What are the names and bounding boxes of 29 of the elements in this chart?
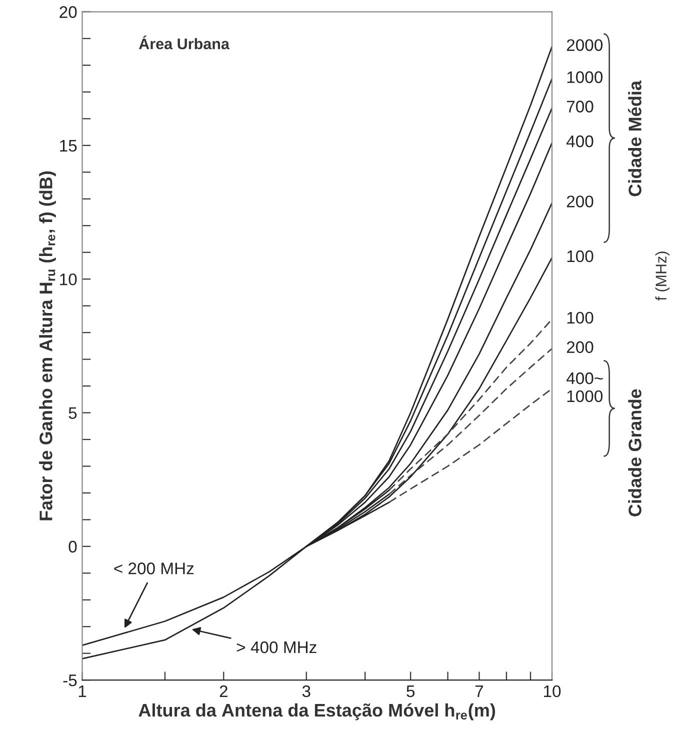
text: Cidade Média: [628, 80, 642, 196]
text: Cidade Grande: [628, 389, 642, 516]
y-axis-title: Fator de Ganho em Altura H$_{ru}$ (h$_{re}$, f) (dB): [39, 171, 56, 520]
series-label: 200: [566, 341, 594, 354]
series-label: 200: [566, 196, 594, 208]
series-label: 400~ 1000: [566, 372, 603, 402]
text: f (MHz): [655, 252, 670, 301]
y-tick-label: -5: [63, 674, 77, 686]
y-tick-label: 5: [68, 407, 77, 419]
y-tick-label: 10: [60, 273, 77, 286]
series-label: 2000: [566, 39, 603, 51]
y-tick-label: 15: [60, 140, 77, 152]
annotation: Área Urbana: [138, 36, 230, 50]
x-tick-label: 7: [475, 686, 484, 698]
series-label: 400: [566, 135, 594, 148]
annotation: > 400 MHz: [236, 641, 316, 654]
x-tick-label: 5: [406, 686, 415, 698]
x-axis-title: Altura da Antena da Estação Móvel h$_{re}$(m): [138, 703, 496, 720]
series-label: 100: [567, 312, 594, 324]
y-tick-label: 0: [68, 540, 77, 553]
x-tick-label: 10: [544, 685, 561, 698]
x-tick-label: 3: [302, 685, 310, 698]
annotation: < 200 MHz: [114, 562, 194, 574]
y-tick-label: 20: [60, 6, 77, 18]
x-tick-label: 1: [78, 686, 86, 698]
x-tick-label: 2: [220, 685, 228, 698]
series-label: 100: [567, 250, 594, 262]
series-label: 700: [566, 100, 594, 112]
series-label: 1000: [567, 71, 603, 84]
